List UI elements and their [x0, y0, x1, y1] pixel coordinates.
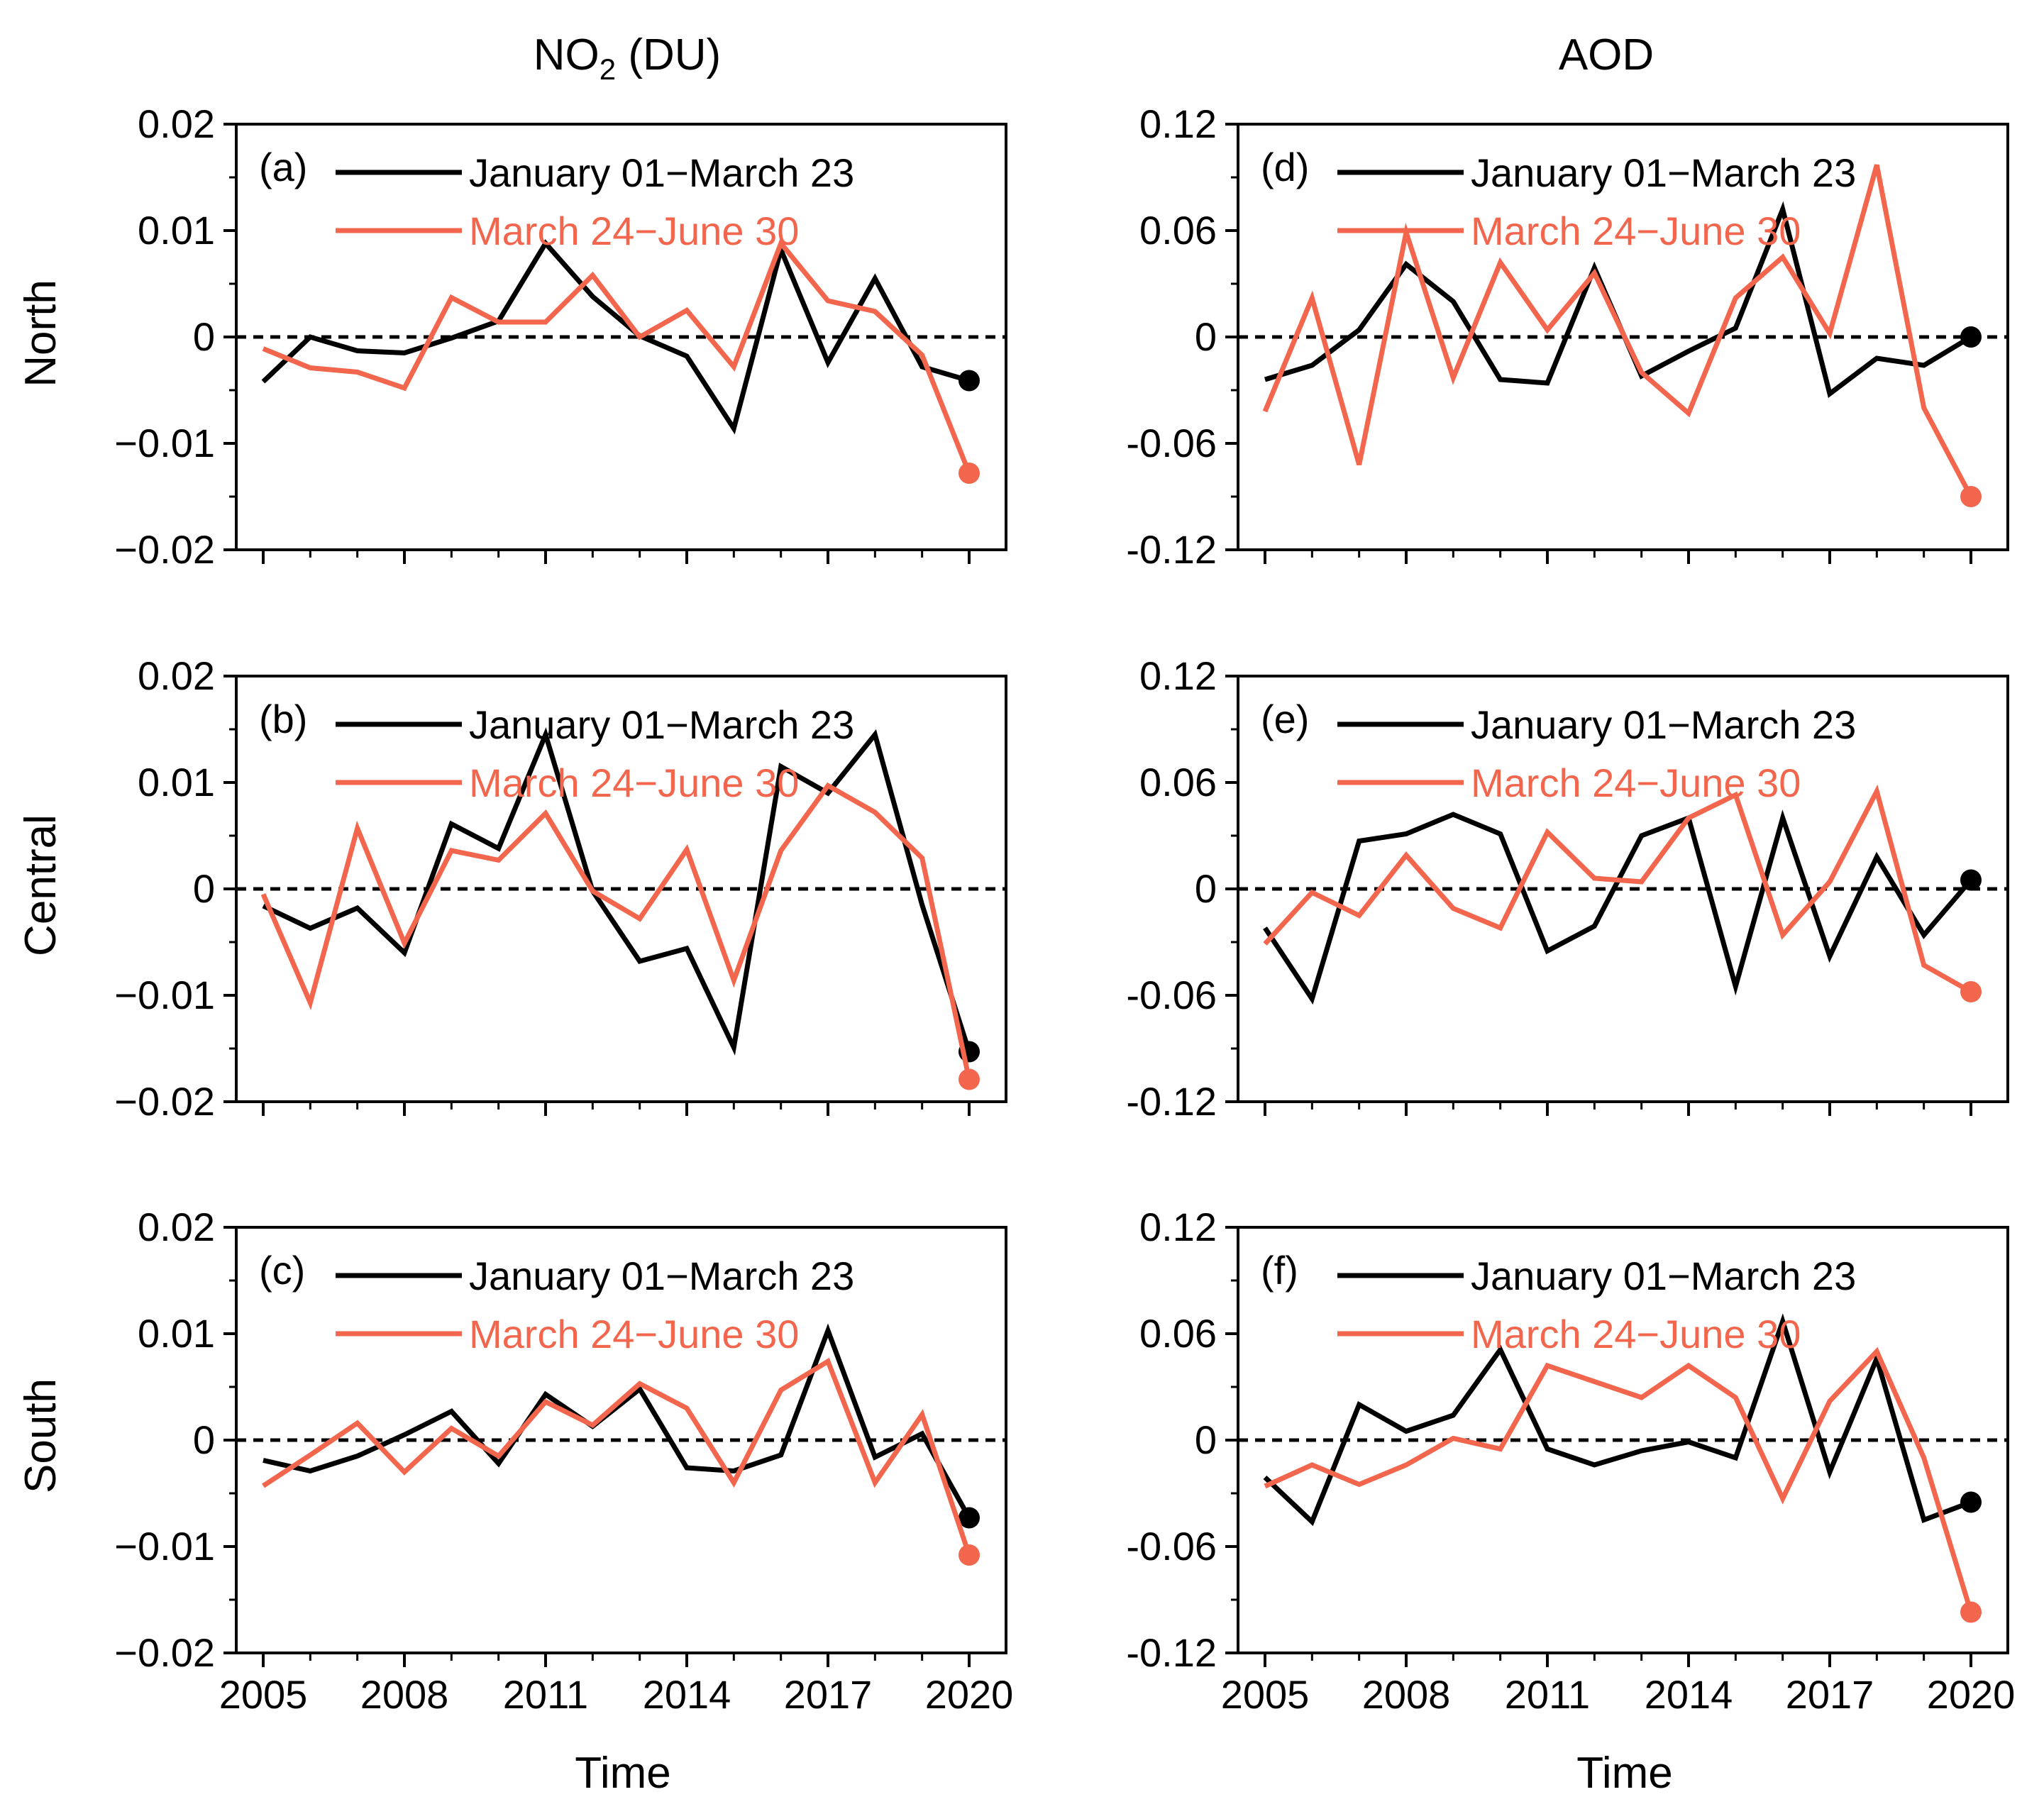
y-tick-label: 0.01 — [138, 208, 215, 253]
x-tick-label: 2011 — [1505, 1672, 1590, 1717]
series-2-end-marker — [1960, 1601, 1982, 1623]
x-axis-title-left: Time — [575, 1749, 670, 1798]
panel-a: −0.02 −0.01 0 0.01 0.02 (a) January 01−March 2… — [114, 101, 1007, 572]
legend-label-1: January 01−March 23 — [469, 150, 854, 195]
panel-label: (a) — [259, 145, 307, 189]
legend-label-2: March 24−June 30 — [1471, 209, 1801, 253]
y-tick-label: 0 — [193, 1417, 215, 1462]
panel-e: -0.12 -0.06 0 0.06 0.12 (e) January 01−March 2… — [1126, 653, 2009, 1124]
legend-label-1: January 01−March 23 — [469, 702, 854, 747]
legend-label-2: March 24−June 30 — [469, 760, 799, 805]
y-tick-label: −0.01 — [114, 421, 215, 465]
series-line-1 — [261, 239, 970, 435]
x-tick-label: 2014 — [1645, 1672, 1733, 1717]
legend-label-1: January 01−March 23 — [1471, 702, 1856, 747]
y-tick-label: 0.02 — [138, 101, 215, 146]
column-title-no2: NO2 (DU) — [534, 31, 721, 86]
panel-d: -0.12 -0.06 0 0.06 0.12 (d) January 01−March 2… — [1126, 101, 2009, 572]
panel-label: (b) — [259, 697, 307, 741]
series-1-end-marker — [1960, 326, 1982, 348]
x-tick-label: 2020 — [925, 1672, 1014, 1717]
y-tick-label: −0.01 — [114, 1524, 215, 1569]
panel-b: −0.02 −0.01 0 0.01 0.02 (b) January 01−March 2… — [114, 653, 1007, 1124]
y-tick-label: 0.06 — [1139, 1311, 1217, 1356]
y-tick-label: 0 — [1195, 866, 1217, 911]
y-tick-label: -0.06 — [1126, 1524, 1217, 1569]
legend-label-2: March 24−June 30 — [1471, 760, 1801, 805]
series-1-end-marker — [959, 1507, 980, 1529]
panel-label: (e) — [1261, 697, 1309, 741]
series-line-2 — [1263, 784, 1972, 995]
y-tick-label: -0.12 — [1126, 1079, 1217, 1124]
series-1-end-marker — [1960, 869, 1982, 891]
series-line-1 — [1263, 1313, 1972, 1527]
y-tick-label: 0.01 — [138, 1311, 215, 1356]
y-tick-label: 0.12 — [1139, 653, 1217, 698]
x-tick-label: 2020 — [1927, 1672, 2016, 1717]
y-tick-label: 0 — [1195, 314, 1217, 359]
legend-label-1: January 01−March 23 — [469, 1254, 854, 1298]
legend-label-2: March 24−June 30 — [1471, 1312, 1801, 1356]
y-tick-label: 0.01 — [138, 760, 215, 804]
legend-label-1: January 01−March 23 — [1471, 150, 1856, 195]
y-tick-label: −0.02 — [114, 1630, 215, 1675]
series-line-1 — [262, 727, 972, 1056]
row-label-north: North — [16, 280, 65, 387]
series-line-2 — [1262, 164, 1974, 498]
x-tick-label: 2017 — [784, 1672, 873, 1717]
row-label-central: Central — [16, 814, 65, 956]
y-tick-label: -0.12 — [1126, 527, 1217, 572]
panel-label: (c) — [259, 1248, 305, 1293]
y-tick-label: -0.12 — [1126, 1630, 1217, 1675]
y-tick-label: −0.02 — [114, 1079, 215, 1124]
series-2-end-marker — [959, 1068, 980, 1090]
panel-f: -0.12 -0.06 0 0.06 0.12 2005 2008 2011 2014 2017 2… — [1126, 1205, 2015, 1717]
y-tick-label: 0 — [193, 866, 215, 911]
y-tick-label: -0.06 — [1126, 973, 1217, 1017]
series-1-end-marker — [1960, 1491, 1982, 1513]
x-tick-label: 2011 — [503, 1672, 588, 1717]
series-2-end-marker — [1960, 486, 1982, 507]
series-1-end-marker — [959, 370, 980, 392]
legend-label-2: March 24−June 30 — [469, 209, 799, 253]
column-title-no2-unit: (DU) — [616, 31, 721, 79]
legend-label-1: January 01−March 23 — [1471, 1254, 1856, 1298]
series-line-1 — [263, 1323, 972, 1520]
series-line-2 — [262, 238, 972, 475]
legend-label-2: March 24−June 30 — [469, 1312, 799, 1356]
series-2-end-marker — [1960, 981, 1982, 1002]
y-tick-label: 0 — [193, 314, 215, 359]
panel-label: (d) — [1261, 145, 1309, 189]
series-line-2 — [1264, 1346, 1974, 1613]
panel-label: (f) — [1261, 1248, 1298, 1293]
y-tick-label: 0.02 — [138, 1205, 215, 1249]
series-2-end-marker — [959, 1544, 980, 1566]
y-tick-label: −0.02 — [114, 527, 215, 572]
y-tick-label: 0.06 — [1139, 760, 1217, 804]
y-tick-label: 0.06 — [1139, 208, 1217, 253]
x-axis-title-right: Time — [1576, 1749, 1672, 1798]
y-tick-label: 0.02 — [138, 653, 215, 698]
y-tick-label: −0.01 — [114, 973, 215, 1017]
series-line-2 — [260, 782, 972, 1080]
series-2-end-marker — [959, 463, 980, 484]
panels: −0.02 −0.01 0 0.01 0.02 (a) January 01−March 2… — [114, 101, 2015, 1717]
x-tick-label: 2008 — [360, 1672, 449, 1717]
x-tick-label: 2017 — [1786, 1672, 1874, 1717]
y-tick-label: 0.12 — [1139, 1205, 1217, 1249]
x-tick-label: 2008 — [1362, 1672, 1451, 1717]
y-tick-label: -0.06 — [1126, 421, 1217, 465]
y-tick-label: 0.12 — [1139, 101, 1217, 146]
panel-c: −0.02 −0.01 0 0.01 0.02 2005 2008 2011 2014 2017 2… — [114, 1205, 1013, 1717]
x-tick-label: 2014 — [643, 1672, 731, 1717]
series-line-2 — [262, 1357, 972, 1556]
column-title-aod: AOD — [1559, 31, 1654, 79]
row-label-south: South — [16, 1378, 65, 1493]
y-tick-label: 0 — [1195, 1417, 1217, 1462]
column-title-no2-subscript: 2 — [600, 52, 616, 86]
series-line-1 — [1263, 809, 1973, 1005]
x-tick-label: 2005 — [1221, 1672, 1310, 1717]
x-tick-label: 2005 — [219, 1672, 308, 1717]
